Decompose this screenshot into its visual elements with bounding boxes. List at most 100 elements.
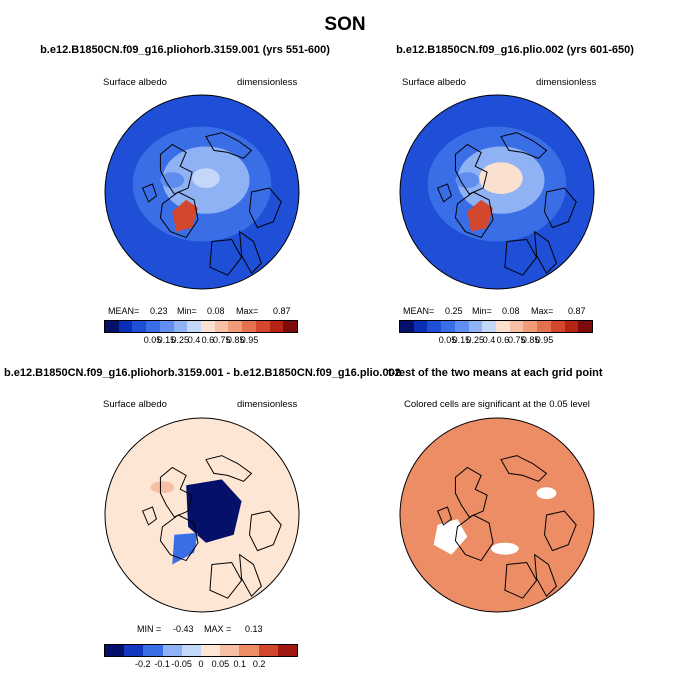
map-background xyxy=(399,417,595,613)
panel-4-title: t-test of the two means at each grid poi… xyxy=(388,367,603,379)
panel-1-variable-label: Surface albedo xyxy=(103,77,167,88)
colorbar-swatch xyxy=(132,321,147,332)
colorbar-swatch xyxy=(427,321,442,332)
coastline xyxy=(544,510,577,552)
greenland-ice-sheet xyxy=(172,199,199,232)
panel-2-min-label: Min= xyxy=(472,306,492,316)
panel-2-max-label: Max= xyxy=(531,306,554,316)
archipelago-region xyxy=(160,172,185,189)
colorbar-swatch xyxy=(201,321,215,332)
colorbar-tick-label: 0.85 xyxy=(226,335,245,345)
coastline xyxy=(436,506,453,526)
coastline xyxy=(141,183,158,203)
colorbar-swatch xyxy=(173,321,188,332)
panel-3-max-label: MAX = xyxy=(204,624,232,634)
colorbar-swatch xyxy=(509,321,524,332)
map-boundary xyxy=(399,417,595,613)
colorbar-tick-label: 0.25 xyxy=(466,335,484,345)
panel-2-colorbar xyxy=(399,320,593,333)
panel-2-title: b.e12.B1850CN.f09_g16.plio.002 (yrs 601-… xyxy=(396,44,634,56)
colorbar-swatch xyxy=(496,321,510,332)
colorbar-swatch xyxy=(454,321,469,332)
negative-anomaly xyxy=(172,532,199,565)
panel-1-map xyxy=(104,94,300,290)
colorbar-swatch xyxy=(537,321,551,332)
map-field xyxy=(104,94,300,290)
colorbar-swatch xyxy=(441,321,455,332)
colorbar-tick-label: 0.95 xyxy=(240,335,259,345)
colorbar-swatch xyxy=(400,321,414,332)
coastline xyxy=(534,230,557,274)
panel-4-map xyxy=(399,417,595,613)
coastline xyxy=(500,132,548,159)
coastline xyxy=(454,143,488,195)
map-boundary xyxy=(399,94,595,290)
colorbar-tick-label: 0.05 xyxy=(211,659,230,669)
colorbar-tick-label: 0.4 xyxy=(482,335,496,345)
panel-2-max-value: 0.87 xyxy=(568,306,586,316)
coastline xyxy=(454,191,494,239)
coastline xyxy=(159,514,199,562)
map-field xyxy=(399,94,595,290)
coastline xyxy=(504,561,538,599)
coastline xyxy=(239,230,262,274)
panel-2-mean-label: MEAN= xyxy=(403,306,435,316)
figure-title: SON xyxy=(324,14,366,35)
map-boundary xyxy=(104,417,300,613)
colorbar-swatch xyxy=(283,321,298,332)
map-field xyxy=(399,417,595,613)
coastline xyxy=(454,514,494,562)
panel-3-units-label: dimensionless xyxy=(237,399,298,410)
panel-2-map xyxy=(399,94,595,290)
panel-1-mean-value: 0.23 xyxy=(150,306,168,316)
colorbar-tick-label: 0.05 xyxy=(438,335,457,345)
colorbar-tick-label: 0.1 xyxy=(233,659,247,669)
panel-1-colorbar xyxy=(104,320,298,333)
colorbar-swatch xyxy=(105,645,125,656)
colorbar-swatch xyxy=(181,645,202,656)
colorbar-tick-label: 0.15 xyxy=(157,335,176,345)
coastline xyxy=(544,187,577,229)
coastline xyxy=(534,553,557,597)
colorbar-swatch xyxy=(269,321,284,332)
colorbar-swatch xyxy=(258,645,278,656)
panel-3-colorbar-labels: -0.2 -0.1 -0.05 0 0.05 0.1 0.2 xyxy=(104,659,298,671)
panel-1-max-value: 0.87 xyxy=(273,306,291,316)
colorbar-swatch xyxy=(214,321,229,332)
coastline xyxy=(504,238,538,276)
map-field xyxy=(104,417,300,613)
colorbar-tick-label: 0.2 xyxy=(252,659,266,669)
coastline xyxy=(436,183,453,203)
colorbar-tick-label: 0.05 xyxy=(143,335,162,345)
colorbar-swatch xyxy=(220,645,240,656)
colorbar-tick-label: 0 xyxy=(198,659,204,669)
pole-high-albedo xyxy=(192,168,220,189)
greenland-ice-sheet xyxy=(467,199,494,232)
colorbar-swatch xyxy=(578,321,593,332)
colorbar-swatch xyxy=(159,321,174,332)
coastline xyxy=(159,191,199,239)
coastline xyxy=(249,510,282,552)
coastline xyxy=(205,455,253,482)
colorbar-tick-label: 0.75 xyxy=(508,335,526,345)
coastline xyxy=(205,132,253,159)
colorbar-swatch xyxy=(523,321,538,332)
colorbar-tick-label: -0.1 xyxy=(154,659,170,669)
coastline xyxy=(239,553,262,597)
panel-1-colorbar-labels: 0.05 0.15 0.25 0.4 0.6 0.75 0.85 0.95 xyxy=(104,335,298,347)
colorbar-swatch xyxy=(277,645,298,656)
coastline xyxy=(141,506,158,526)
panel-3-title: b.e12.B1850CN.f09_g16.pliohorb.3159.001 … xyxy=(4,367,401,379)
coastline xyxy=(500,455,548,482)
colorbar-swatch xyxy=(242,321,256,332)
nonsignificant-cells xyxy=(491,542,519,555)
colorbar-swatch xyxy=(239,645,259,656)
colorbar-swatch xyxy=(143,645,163,656)
pole-high-albedo xyxy=(479,162,523,194)
panel-3-min-label: MIN = xyxy=(137,624,162,634)
coastline xyxy=(209,561,243,599)
colorbar-tick-label: 0.25 xyxy=(171,335,189,345)
colorbar-tick-label: 0.15 xyxy=(452,335,471,345)
colorbar-swatch xyxy=(146,321,160,332)
colorbar-swatch xyxy=(162,645,182,656)
